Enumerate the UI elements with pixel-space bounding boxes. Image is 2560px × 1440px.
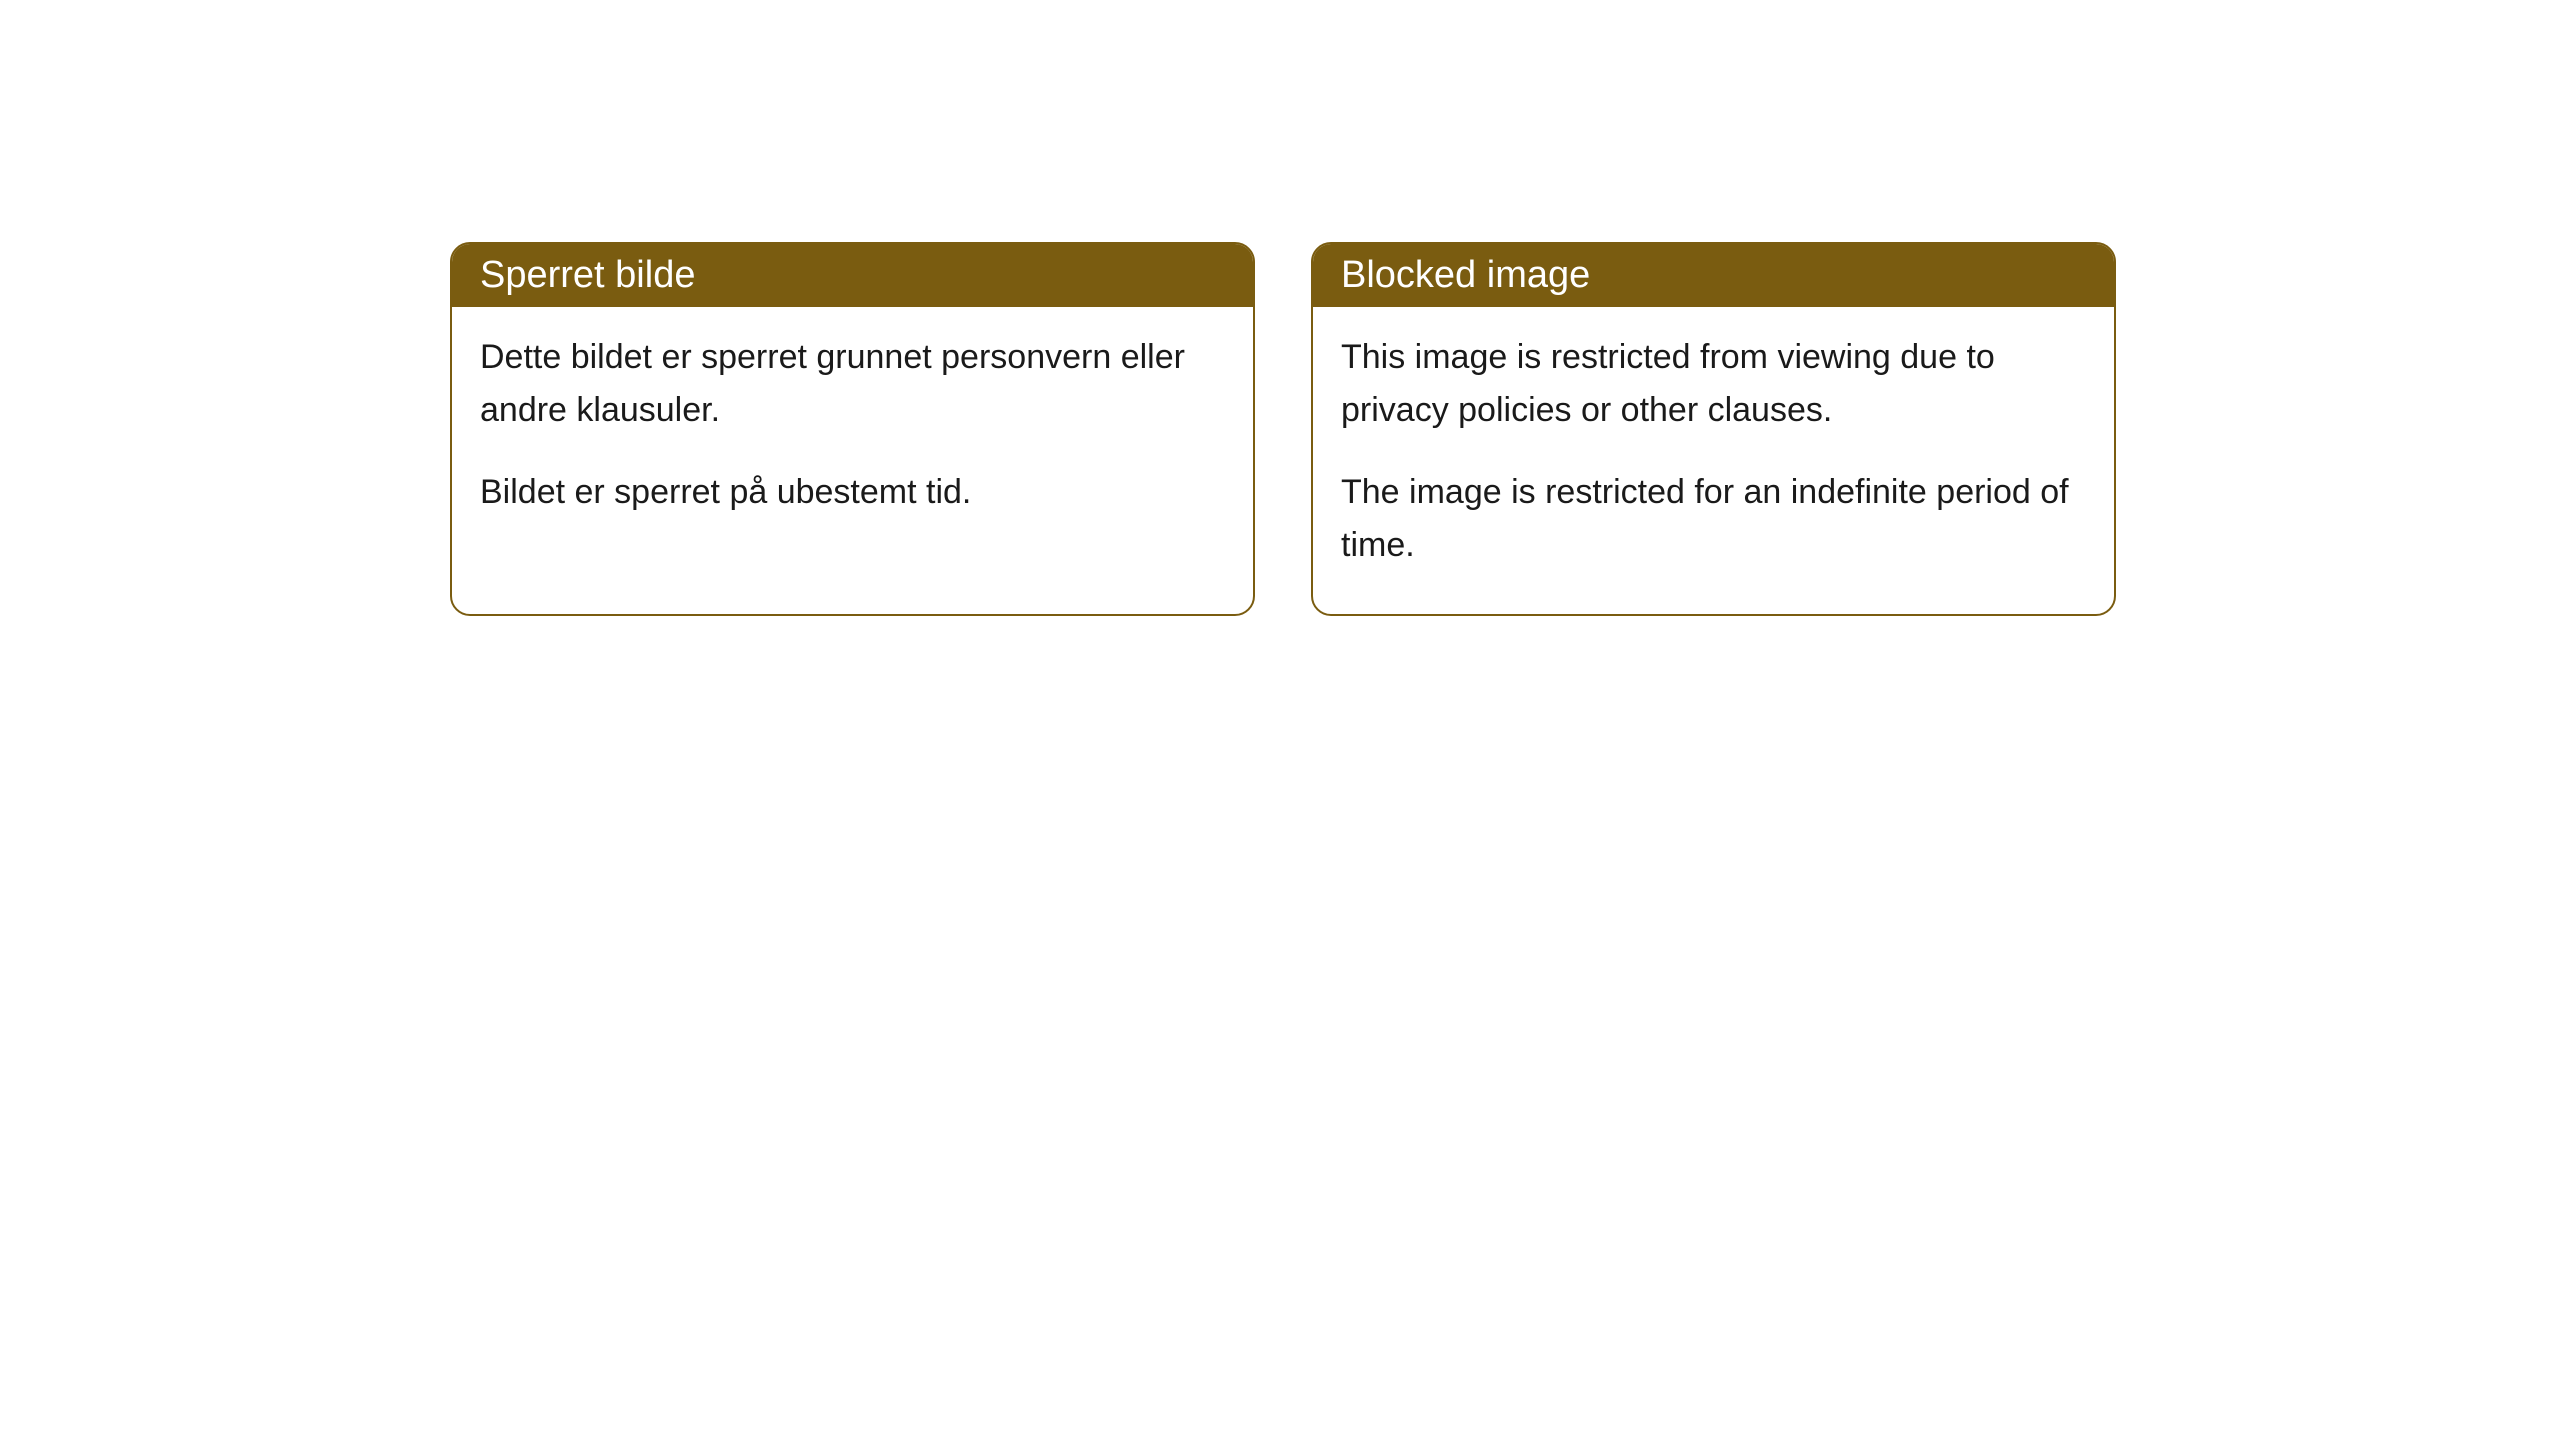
card-title-no: Sperret bilde — [452, 244, 1253, 307]
card-paragraph-2-no: Bildet er sperret på ubestemt tid. — [480, 466, 1225, 519]
card-paragraph-2-en: The image is restricted for an indefinit… — [1341, 466, 2086, 571]
cards-container: Sperret bilde Dette bildet er sperret gr… — [450, 242, 2116, 616]
blocked-image-card-no: Sperret bilde Dette bildet er sperret gr… — [450, 242, 1255, 616]
card-body-no: Dette bildet er sperret grunnet personve… — [452, 307, 1253, 561]
card-paragraph-1-no: Dette bildet er sperret grunnet personve… — [480, 331, 1225, 436]
card-title-en: Blocked image — [1313, 244, 2114, 307]
card-body-en: This image is restricted from viewing du… — [1313, 307, 2114, 614]
card-paragraph-1-en: This image is restricted from viewing du… — [1341, 331, 2086, 436]
blocked-image-card-en: Blocked image This image is restricted f… — [1311, 242, 2116, 616]
